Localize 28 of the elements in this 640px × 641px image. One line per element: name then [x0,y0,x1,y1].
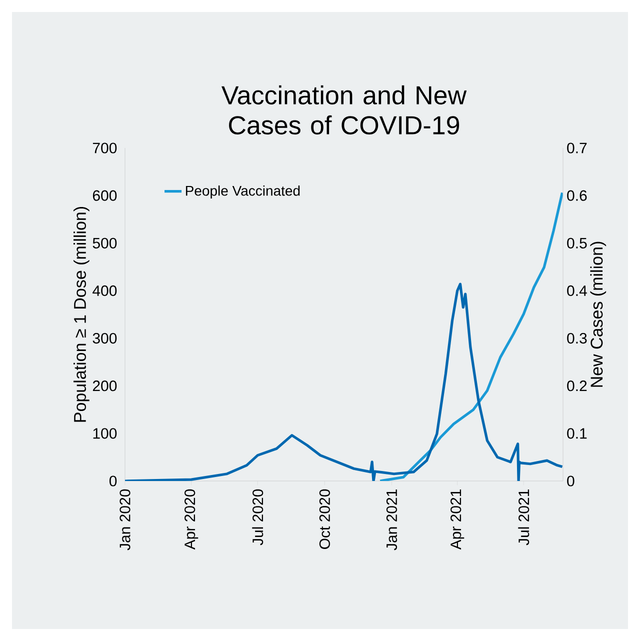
x-tick-label: Apr 2020 [184,489,198,550]
y-tick-label: 500 [92,238,117,248]
y-tick-label: 700 [92,142,117,154]
y2-tick-label: 0.4 [567,285,587,296]
x-tick-label: Oct 2020 [319,489,330,549]
y-tick-label: 300 [92,332,117,344]
y-tick-label: 600 [92,190,117,201]
x-tick-label: Apr 2021 [450,490,464,550]
line-series [378,191,564,481]
x-tick-label: Jul 2020 [252,489,264,546]
y2-tick-label: 0 [567,476,574,486]
y-tick-label: 100 [93,428,117,439]
y2-tick-label: 0.5 [567,238,587,248]
y2-tick-label: 0.3 [567,332,587,344]
y2-axis-title: New Cases (milion) [590,242,606,387]
x-tick-label: Jan 2020 [120,489,130,550]
x-tick-label: Jul 2021 [518,490,530,546]
y-axis-title: Population ≥ 1 Dose (million) [74,206,90,422]
chart-title: Vaccination and New Cases of COVID-19 [222,85,467,134]
legend-label: People Vaccinated [186,185,300,199]
y2-tick-label: 0.1 [567,428,587,439]
y2-tick-label: 0.2 [567,380,587,392]
y-tick-label: 0 [109,476,117,486]
y-tick-label: 200 [92,380,117,392]
y2-tick-label: 0.6 [567,190,587,201]
x-tick-label: Jan 2021 [386,490,398,550]
y-tick-label: 400 [92,285,117,296]
y2-tick-label: 0.7 [567,142,587,154]
